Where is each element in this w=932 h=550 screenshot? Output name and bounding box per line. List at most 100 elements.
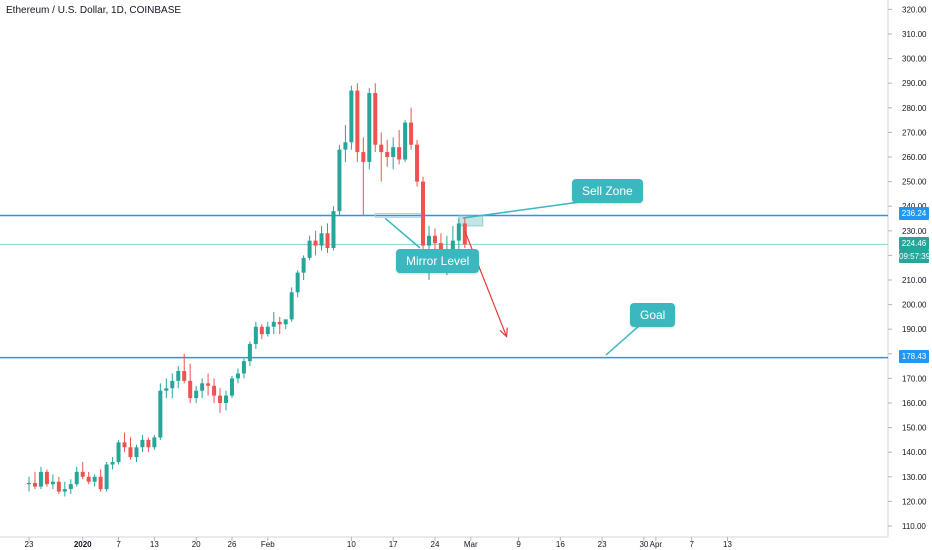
candle-body [277,321,282,325]
price-tag-countdown: 09:57:39 [899,250,931,263]
x-tick-label: 13 [723,540,732,549]
x-tick-label: 7 [689,540,694,549]
candle-body [38,471,43,487]
candle-body [27,482,31,485]
y-tick-label: 120.00 [902,497,927,506]
y-tick-label: 230.00 [902,227,927,236]
candle-body [80,471,85,477]
candle-body [307,240,312,258]
candle-body [349,90,354,143]
candle-body [271,321,276,327]
x-tick-label: 2020 [74,540,92,549]
candle-body [313,240,318,246]
candle-body [373,93,378,145]
y-tick-label: 290.00 [902,79,927,88]
candle-body [110,462,115,465]
candle-body [421,181,426,246]
candle-body [86,476,91,482]
forecast-arrow-head [499,327,508,338]
candle-body [229,378,234,396]
candle-body [128,447,133,458]
x-tick-label: 17 [389,540,398,549]
candle-body [450,240,455,256]
candle-body [415,144,420,182]
candle-body [218,395,223,403]
y-tick-label: 270.00 [902,128,927,137]
candle-body [200,383,205,391]
y-tick-label: 250.00 [902,178,927,187]
candle-body [361,152,366,162]
candle-body [188,380,193,399]
candle-body [44,471,49,485]
candle-body [140,439,145,448]
candle-body [367,93,372,162]
candle-body [319,233,324,246]
candle-body [176,371,181,381]
y-tick-label: 170.00 [902,374,927,383]
candle-body [56,481,61,492]
x-tick-label: 24 [431,540,440,549]
x-tick-label: 20 [192,540,201,549]
x-tick-label: 16 [556,540,565,549]
candle-body [462,223,467,245]
x-tick-label: Feb [261,540,275,549]
candle-body [385,152,390,157]
candle-body [456,223,461,241]
candle-body [265,326,270,335]
candle-body [379,144,384,153]
y-tick-label: 310.00 [902,30,927,39]
candle-body [104,464,109,490]
candle-body [122,442,127,448]
candle-body [146,439,151,448]
candle-body [426,235,431,246]
x-tick-label: Mar [464,540,478,549]
price-tag-current-price: 224.46 [899,237,929,250]
price-tag-lower-level: 178.43 [899,350,929,363]
x-tick-label: 7 [116,540,121,549]
candle-body [194,390,199,399]
candle-body [337,149,342,212]
candle-body [224,395,229,403]
candle-body [235,373,240,379]
chart-title: Ethereum / U.S. Dollar, 1D, COINBASE [6,5,182,16]
y-tick-label: 300.00 [902,55,927,64]
candle-body [206,383,211,386]
y-tick-label: 150.00 [902,424,927,433]
x-tick-label: 23 [598,540,607,549]
y-tick-label: 320.00 [902,5,927,14]
candle-body [212,385,217,396]
candle-body [116,442,121,463]
y-tick-label: 200.00 [902,301,927,310]
candle-body [241,361,246,374]
sell-zone-label[interactable]: Sell Zone [572,179,643,203]
y-tick-label: 190.00 [902,325,927,334]
candle-body [397,147,402,160]
y-tick-label: 110.00 [902,522,926,531]
candle-body [325,233,330,249]
candle-body [391,147,396,157]
candle-body [253,326,258,344]
candle-body [152,437,157,448]
candle-body [409,122,414,145]
candle-body [182,371,187,381]
candle-body [134,447,139,458]
candle-body [62,489,67,492]
x-tick-label: 23 [25,540,34,549]
candle-body [343,142,348,150]
candle-body [74,471,79,485]
candle-body [295,272,300,293]
candle-body [283,319,288,325]
sell-zone-pointer [462,200,588,219]
x-tick-label: 26 [228,540,237,549]
mirror-level-label[interactable]: Mirror Level [396,249,480,273]
x-tick-label: Apr [650,540,663,549]
goal-label[interactable]: Goal [630,303,676,327]
forecast-arrow-line [464,230,508,337]
candle-body [164,388,169,391]
candle-body [355,90,360,153]
price-tag-upper-level: 236.24 [899,207,929,220]
x-tick-label: 9 [516,540,521,549]
candle-body [289,292,294,320]
